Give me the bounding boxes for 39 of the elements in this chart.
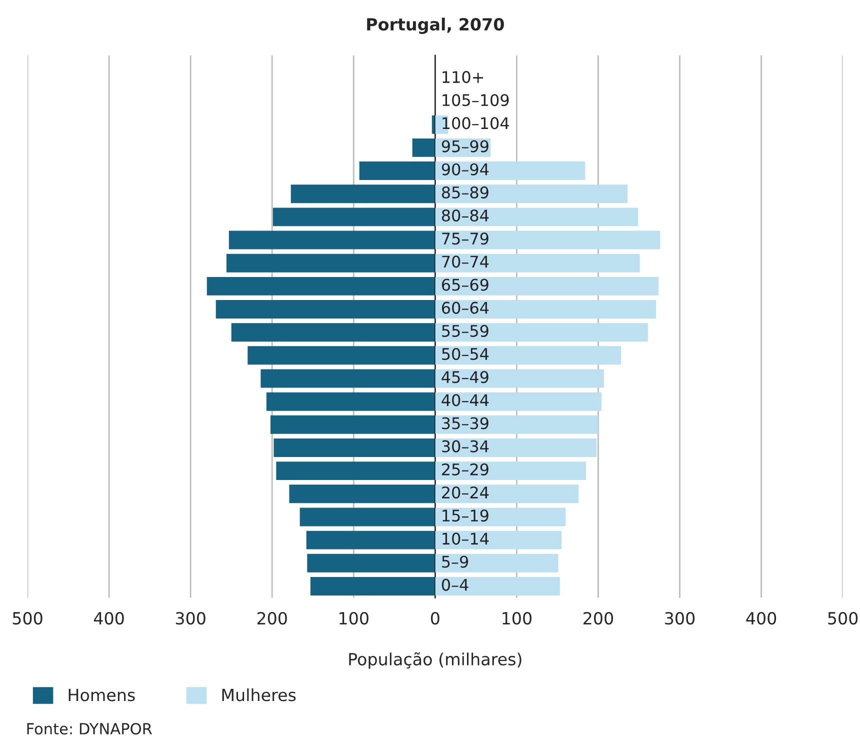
y-tick-label: 35–39 [442, 417, 488, 430]
x-tick-label: 300 [665, 612, 695, 625]
y-tick-label: 45–49 [442, 371, 488, 384]
y-tick-label: 60–64 [442, 302, 489, 314]
source-note: Fonte: DYNAPOR [27, 722, 152, 735]
y-tick-label: 105–109 [442, 94, 509, 106]
y-tick-label: 110+ [442, 70, 484, 84]
legend-label: Mulheres [222, 688, 296, 702]
x-tick-label: 100 [340, 612, 368, 625]
y-tick-label: 10–14 [442, 532, 489, 545]
y-tick-label: 70–74 [442, 256, 489, 268]
chart-title: Portugal, 2070 [367, 18, 504, 34]
y-tick-label: 15–19 [442, 510, 488, 522]
y-tick-label: 65–69 [442, 278, 488, 291]
y-tick-label: 30–34 [442, 440, 489, 452]
x-tick-label: 400 [94, 612, 124, 625]
y-tick-label: 25–29 [442, 463, 488, 476]
x-tick-label: 300 [176, 612, 206, 625]
x-axis-title: População (milhares) [349, 652, 522, 669]
y-tick-label: 50–54 [442, 348, 489, 360]
y-tick-label: 85–89 [442, 186, 488, 198]
legend-label: Homens [68, 688, 135, 702]
y-tick-label: 55–59 [442, 324, 488, 337]
y-tick-label: 20–24 [442, 486, 489, 499]
x-tick-label: 200 [584, 612, 614, 625]
x-tick-label: 500 [12, 612, 42, 625]
y-tick-label: 75–79 [442, 232, 488, 245]
y-tick-label: 90–94 [442, 163, 489, 176]
x-tick-label: 400 [746, 612, 776, 625]
x-tick-label: 200 [257, 612, 287, 625]
x-tick-label: 100 [502, 612, 532, 625]
y-tick-label: 80–84 [442, 209, 489, 222]
y-tick-label: 5–9 [442, 556, 468, 568]
x-tick-label: 0 [430, 612, 440, 625]
y-tick-label: 0–4 [442, 578, 468, 591]
x-tick-label: 500 [828, 612, 858, 625]
y-tick-label: 40–44 [442, 394, 489, 406]
y-tick-label: 95–99 [442, 140, 488, 152]
y-tick-label: 100–104 [442, 117, 509, 130]
